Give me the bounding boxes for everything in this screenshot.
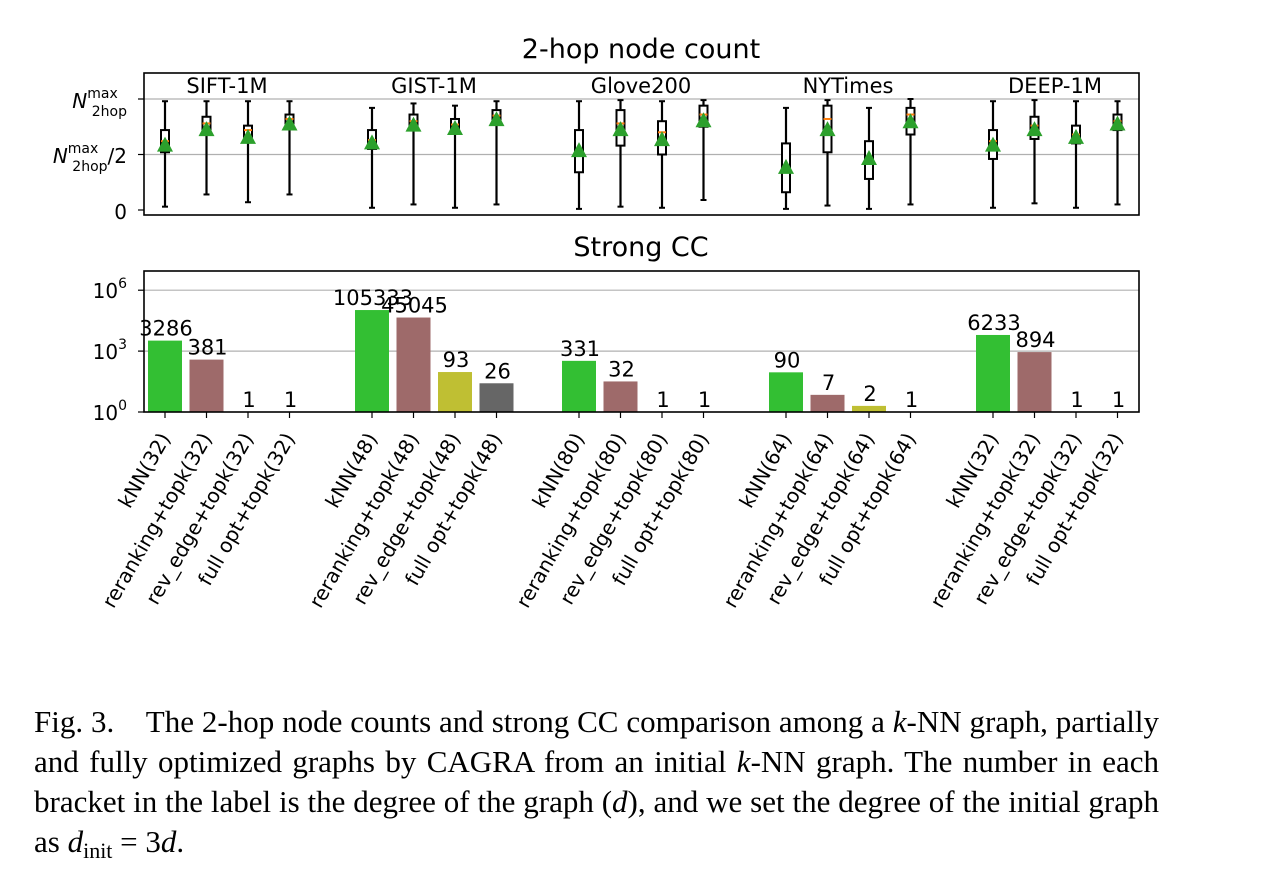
bar-value-label: 1 xyxy=(656,388,669,412)
box-mean-marker xyxy=(819,121,836,137)
bar-value-label: 45045 xyxy=(381,294,448,318)
bar-value-label: 90 xyxy=(774,348,801,372)
caption-math-dinit: d xyxy=(67,824,84,859)
bar xyxy=(603,381,638,412)
bar xyxy=(148,340,182,412)
box-mean-marker xyxy=(985,136,1001,152)
bar-value-label: 1 xyxy=(1070,388,1083,412)
box-mean-marker xyxy=(447,119,463,135)
box-mean-marker xyxy=(157,136,173,152)
caption-fig-label: Fig. 3. xyxy=(34,704,115,739)
bar-value-label: 894 xyxy=(1015,328,1055,352)
bar-value-label: 6233 xyxy=(967,311,1020,335)
bar xyxy=(769,372,803,412)
bar xyxy=(1017,352,1052,412)
y-tick-label-strong-cc: 103 xyxy=(93,337,127,364)
box-plot-2hop-node-count: 2-hop node count Nmax 2hop Nmax 2hop/2 0 S… xyxy=(53,34,1140,224)
caption-end: . xyxy=(176,824,185,859)
bar-value-label: 26 xyxy=(484,359,511,383)
bar-value-label: 32 xyxy=(608,357,635,381)
caption-math-k: k xyxy=(736,744,751,779)
box-mean-marker xyxy=(902,113,919,129)
caption-math-d: d xyxy=(160,824,177,859)
caption-text: -NN graph, partially and fully optimized… xyxy=(34,704,1160,779)
bar xyxy=(396,317,431,412)
box-mean-marker xyxy=(1109,115,1126,131)
bar xyxy=(355,310,389,412)
bar-value-label: 2 xyxy=(863,382,876,406)
dataset-label: Glove200 xyxy=(591,74,691,98)
y-tick-label-nmax: Nmax 2hop xyxy=(72,86,127,120)
bar-value-label: 1 xyxy=(905,388,918,412)
plot-frame-2hop xyxy=(143,72,1140,216)
bar xyxy=(852,405,886,412)
box-mean-marker xyxy=(778,158,794,174)
plot-frame-strong-cc xyxy=(143,270,1140,413)
bar xyxy=(810,394,845,412)
chart-title-strong-cc: Strong CC xyxy=(573,232,708,263)
dataset-label: GIST-1M xyxy=(391,74,477,98)
box-mean-marker xyxy=(1026,121,1043,137)
bar xyxy=(976,334,1010,412)
dataset-label: DEEP-1M xyxy=(1008,74,1102,98)
dataset-label: NYTimes xyxy=(803,74,894,98)
box-mean-marker xyxy=(695,112,712,128)
caption-text: -NN graph. The number in each bracket in… xyxy=(34,744,1159,819)
box-mean-marker xyxy=(861,149,877,165)
box-mean-marker xyxy=(488,111,505,127)
caption-text: ), and we set the degree of the initial … xyxy=(34,784,1159,859)
dataset-label: SIFT-1M xyxy=(186,74,267,98)
box-mean-marker xyxy=(1068,128,1084,144)
caption-math-d: d xyxy=(612,784,628,819)
bar xyxy=(479,383,514,412)
bar xyxy=(562,360,596,412)
y-tick-label-zero: 0 xyxy=(114,200,127,224)
y-tick-label-strong-cc: 100 xyxy=(93,398,127,425)
bar-value-label: 105333 xyxy=(333,286,413,310)
bar-value-label: 1 xyxy=(242,388,255,412)
bar-chart-strong-cc: Strong CC 1061031003286kNN(32)381reranki… xyxy=(93,232,1140,612)
box-mean-marker xyxy=(405,116,422,132)
bar-value-label: 331 xyxy=(560,337,600,361)
figure-caption: Fig. 3. The 2-hop node counts and strong… xyxy=(34,702,1159,871)
box-mean-marker xyxy=(198,121,215,137)
box-mean-marker xyxy=(571,142,587,158)
box-mean-marker xyxy=(612,121,629,137)
caption-math-eq: = 3 xyxy=(112,824,161,859)
bar xyxy=(189,359,224,412)
box-mean-marker xyxy=(281,115,298,131)
bar-value-label: 3286 xyxy=(139,317,192,341)
bar-value-label: 381 xyxy=(187,336,227,360)
y-tick-label-nmax-half: Nmax 2hop/2 xyxy=(53,141,127,175)
bar-value-label: 1 xyxy=(698,388,711,412)
figure-3: 2-hop node count Nmax 2hop Nmax 2hop/2 0 S… xyxy=(53,34,1140,612)
box-mean-marker xyxy=(364,134,380,150)
bar-value-label: 1 xyxy=(284,388,297,412)
caption-math-init-subscript: init xyxy=(83,838,113,863)
box-mean-marker xyxy=(240,128,256,144)
bar xyxy=(438,372,472,412)
caption-text: The 2-hop node counts and strong CC comp… xyxy=(145,704,893,739)
chart-title-2hop: 2-hop node count xyxy=(522,34,760,65)
y-axis-labels-2hop: Nmax 2hop Nmax 2hop/2 0 xyxy=(53,86,127,224)
bar-value-label: 93 xyxy=(443,348,470,372)
bar-value-label: 1 xyxy=(1112,388,1125,412)
box-mean-marker xyxy=(654,131,670,147)
caption-math-k: k xyxy=(892,704,907,739)
bar-value-label: 7 xyxy=(822,371,835,395)
y-tick-label-strong-cc: 106 xyxy=(93,276,127,303)
